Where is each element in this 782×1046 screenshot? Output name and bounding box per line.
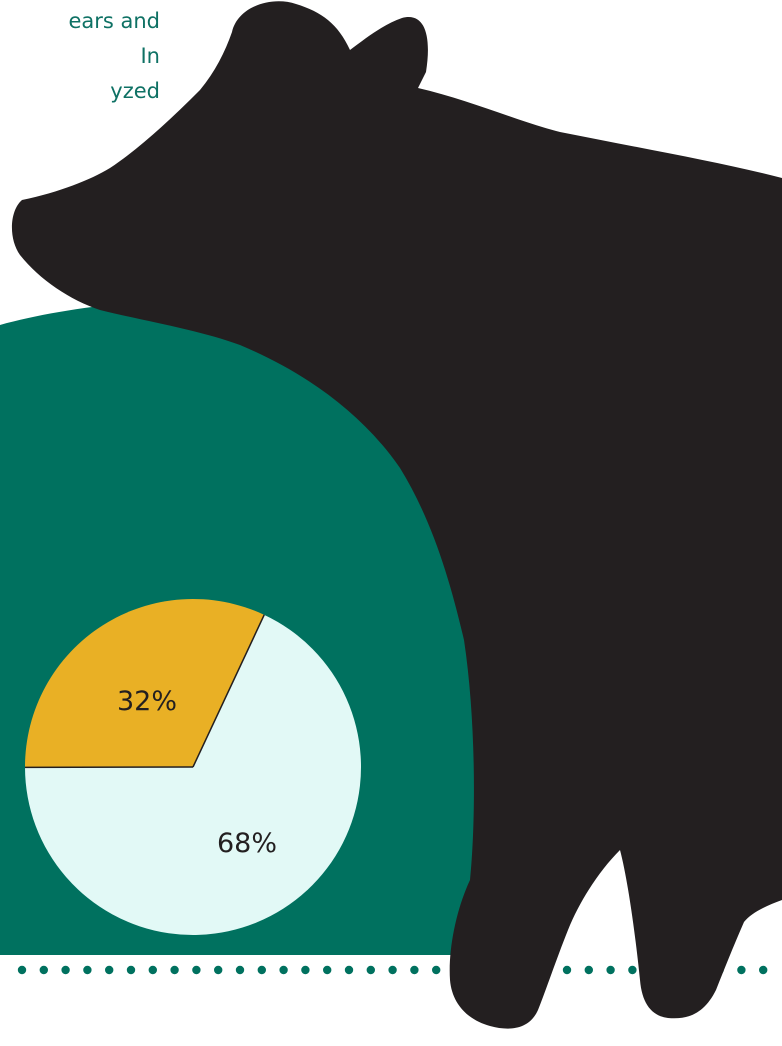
divider-dot <box>279 965 288 975</box>
divider-dot <box>759 965 768 975</box>
divider-dot <box>366 965 375 975</box>
divider-dot <box>432 965 441 975</box>
divider-dot <box>235 965 245 975</box>
divider-dot <box>105 965 114 975</box>
pie-slice-68 <box>25 614 362 936</box>
intro-text: ears and In yzed <box>0 4 160 109</box>
divider-dot <box>737 965 746 975</box>
divider-dot <box>410 965 419 975</box>
divider-dot <box>301 965 310 975</box>
divider-dot <box>148 965 157 975</box>
divider-dot <box>39 965 48 975</box>
divider-dot <box>126 965 136 975</box>
divider-dot <box>323 965 332 975</box>
pie-label-68: 68% <box>217 828 277 859</box>
divider-dot <box>584 965 593 975</box>
pie-slice-32 <box>25 598 265 768</box>
divider-dot <box>61 965 70 975</box>
bottom-teal-edge <box>0 1030 782 1046</box>
divider-dot <box>214 965 223 975</box>
pie-label-32: 32% <box>117 686 177 717</box>
divider-dot <box>83 965 92 975</box>
divider-dot <box>170 965 179 975</box>
divider-dot <box>344 965 354 975</box>
divider-dot <box>257 965 266 975</box>
pie-chart: 32% 68% <box>24 598 362 936</box>
divider-dot <box>606 965 615 975</box>
divider-dot <box>562 965 572 975</box>
divider-dot <box>628 965 637 975</box>
bear-silhouette-icon <box>11 1 782 1029</box>
divider-dot <box>17 965 27 975</box>
pie-boundary-line <box>192 614 265 768</box>
divider-dot <box>192 965 201 975</box>
intro-line-2: In <box>140 44 160 68</box>
divider-dot <box>388 965 397 975</box>
intro-line-1: ears and <box>68 9 160 33</box>
intro-line-3: yzed <box>110 79 160 103</box>
